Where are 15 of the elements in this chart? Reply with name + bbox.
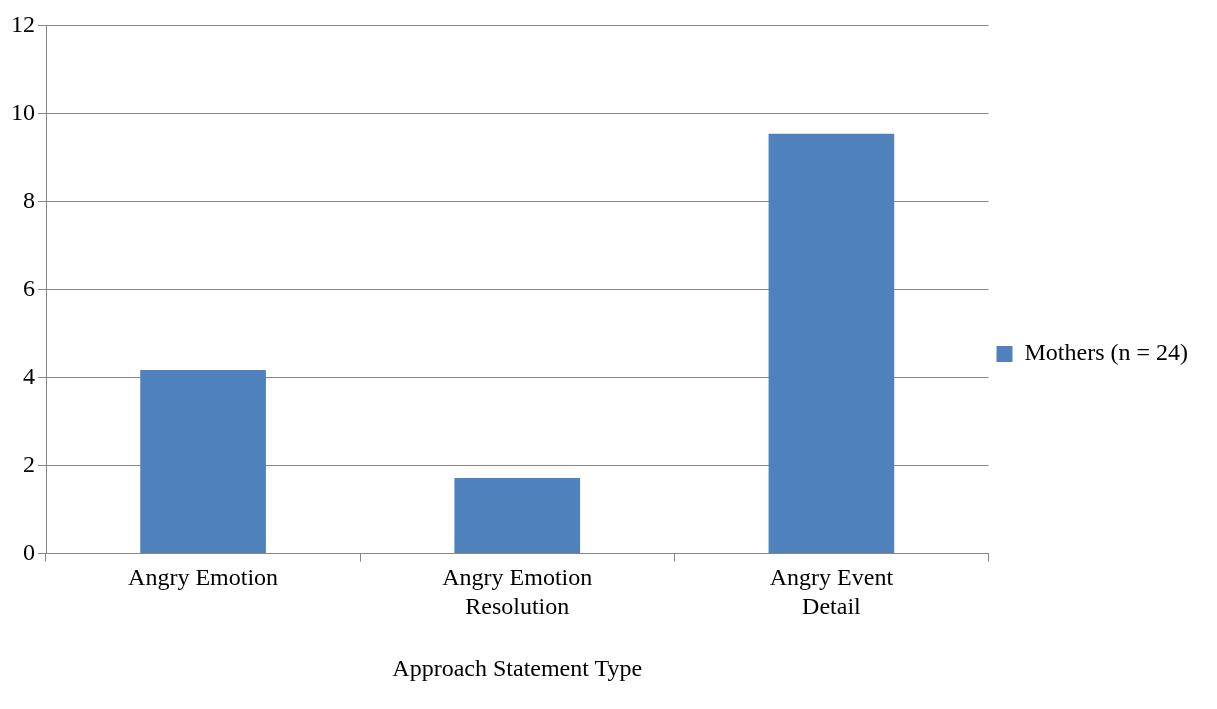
y-tick-label: 10: [11, 98, 35, 125]
x-tick-label: Angry Event Detail: [769, 564, 894, 620]
y-tick-label: 4: [23, 362, 35, 389]
y-tick-label: 0: [23, 538, 35, 565]
bar: [768, 133, 895, 554]
y-tick-label: 8: [23, 186, 35, 213]
x-axis-title: Approach Statement Type: [392, 654, 643, 681]
y-tick-label: 2: [23, 450, 35, 477]
bar: [140, 370, 266, 554]
x-tick-label: Angry Emotion: [128, 564, 279, 591]
y-tick-label: 6: [23, 274, 35, 301]
legend-label: Mothers (n = 24): [1024, 339, 1188, 366]
bar: [454, 477, 581, 554]
y-tick-label: 12: [11, 10, 35, 37]
x-tick-label: Angry Emotion Resolution: [442, 564, 593, 620]
